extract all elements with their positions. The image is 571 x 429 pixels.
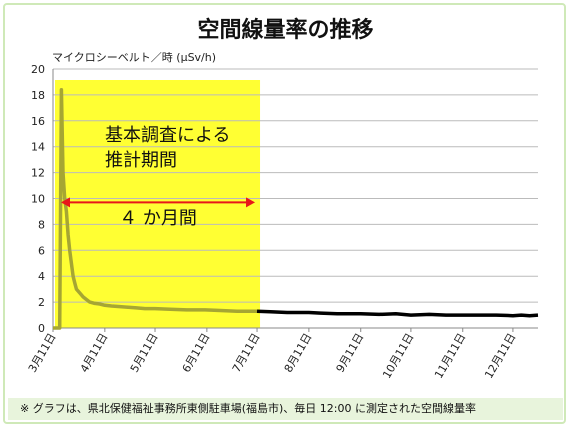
x-tick-label: 8月11日 [282, 331, 315, 375]
x-tick-label: 12月11日 [482, 331, 518, 381]
series-line-estimation-period [52, 87, 257, 330]
y-tick-label: 12 [31, 167, 45, 180]
period-arrow-label: ４ か月間 [119, 208, 197, 229]
y-tick-label: 20 [31, 63, 45, 76]
chart-title: 空間線量率の推移 [197, 18, 374, 43]
y-tick-label: 14 [31, 141, 45, 154]
highlight-label-line2: 推計期間 [105, 150, 177, 171]
period-arrow-left-head [61, 197, 70, 208]
y-tick-label: 8 [38, 218, 45, 231]
x-tick-label: 5月11日 [128, 331, 161, 375]
footnote: ※ グラフは、県北保健福祉事務所東側駐車場(福島市)、毎日 12:00 に測定さ… [8, 398, 563, 420]
x-tick-label: 7月11日 [230, 331, 263, 375]
x-tick-label: 3月11日 [26, 331, 59, 375]
y-axis-label: マイクロシーベルト／時 (μSv/h) [52, 51, 217, 64]
period-arrow-right-head [246, 197, 256, 208]
y-tick-label: 4 [38, 270, 45, 283]
highlight-label-line1: 基本調査による [105, 125, 230, 146]
x-tick-label: 9月11日 [334, 331, 367, 375]
x-tick-label: 10月11日 [380, 331, 416, 381]
y-tick-label: 16 [31, 115, 45, 128]
y-tick-label: 0 [38, 322, 45, 335]
y-tick-label: 6 [38, 244, 45, 257]
x-tick-label: 6月11日 [180, 331, 213, 375]
x-tick-label: 11月11日 [432, 331, 468, 381]
highlight-band [55, 80, 261, 328]
y-tick-label: 10 [31, 193, 45, 206]
y-tick-label: 18 [31, 89, 45, 102]
y-tick-label: 2 [38, 296, 45, 309]
x-tick-label: 4月11日 [78, 331, 111, 375]
series-line-after [256, 309, 539, 318]
